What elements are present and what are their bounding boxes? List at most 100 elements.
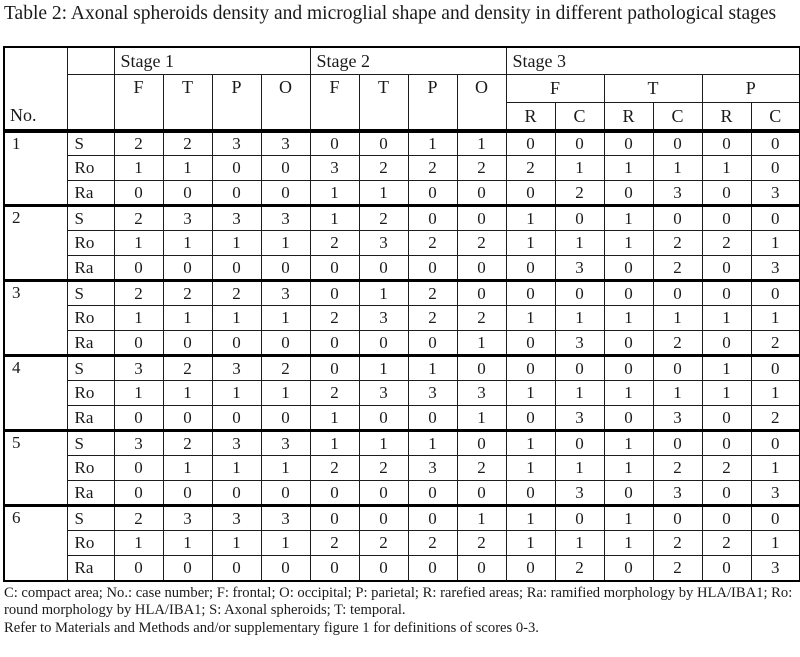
score-cell: 2 <box>358 204 409 232</box>
score-cell: 3 <box>211 128 262 157</box>
score-cell: 1 <box>162 155 213 182</box>
row-type-column-header <box>66 46 115 76</box>
score-cell: 2 <box>113 279 164 307</box>
score-cell: 1 <box>162 530 213 557</box>
region-header-p: P <box>211 74 262 132</box>
score-cell: 1 <box>456 330 507 357</box>
case-number: 1 <box>3 128 68 207</box>
score-cell: 1 <box>162 380 213 407</box>
score-cell: 1 <box>701 380 752 407</box>
table-row-case-6-ra: Ra 0 0 0 0 0 0 0 0 0 2 0 2 0 3 <box>4 555 800 582</box>
score-cell: 0 <box>603 354 654 382</box>
score-cell: 0 <box>701 480 752 507</box>
score-cell: 1 <box>407 128 458 157</box>
score-cell: 0 <box>260 405 311 432</box>
score-cell: 0 <box>260 180 311 207</box>
score-cell: 0 <box>652 204 703 232</box>
score-cell: 0 <box>358 504 409 532</box>
score-cell: 3 <box>750 255 800 282</box>
score-cell: 2 <box>309 305 360 332</box>
score-cell: 0 <box>260 255 311 282</box>
score-cell: 3 <box>407 380 458 407</box>
row-type-label: Ro <box>66 380 115 407</box>
score-cell: 3 <box>113 354 164 382</box>
score-cell: 1 <box>603 204 654 232</box>
score-cell: 0 <box>407 330 458 357</box>
case-number: 3 <box>3 279 68 357</box>
case-number: 5 <box>3 429 68 507</box>
score-cell: 1 <box>113 305 164 332</box>
score-cell: 2 <box>750 405 800 432</box>
table-row-case-2-ra: Ra 0 0 0 0 0 0 0 0 0 3 0 2 0 3 <box>4 255 800 282</box>
score-cell: 2 <box>162 429 213 457</box>
case-number: 4 <box>3 354 68 432</box>
score-cell: 3 <box>211 429 262 457</box>
score-cell: 0 <box>701 504 752 532</box>
table-row-case-1-ro: Ro 1 1 0 0 3 2 2 2 2 1 1 1 1 0 <box>4 155 800 182</box>
score-cell: 1 <box>505 504 556 532</box>
stage-3-header: Stage 3 <box>505 46 800 76</box>
score-cell: 2 <box>407 230 458 257</box>
score-cell: 0 <box>358 480 409 507</box>
score-cell: 3 <box>211 354 262 382</box>
score-cell: 0 <box>505 330 556 357</box>
score-cell: 1 <box>701 354 752 382</box>
score-cell: 0 <box>554 279 605 307</box>
score-cell: 1 <box>603 380 654 407</box>
score-cell: 1 <box>162 305 213 332</box>
score-cell: 0 <box>113 255 164 282</box>
score-cell: 0 <box>113 455 164 482</box>
score-cell: 0 <box>554 204 605 232</box>
score-cell: 1 <box>750 305 800 332</box>
score-cell: 0 <box>358 128 409 157</box>
score-cell: 2 <box>358 530 409 557</box>
score-cell: 2 <box>456 305 507 332</box>
stage-1-header: Stage 1 <box>113 46 311 76</box>
score-cell: 0 <box>554 354 605 382</box>
score-cell: 0 <box>505 180 556 207</box>
score-cell: 0 <box>113 555 164 582</box>
score-cell: 1 <box>456 128 507 157</box>
score-cell: 2 <box>309 530 360 557</box>
score-cell: 1 <box>554 155 605 182</box>
score-cell: 1 <box>750 230 800 257</box>
score-cell: 3 <box>162 204 213 232</box>
score-cell: 0 <box>162 180 213 207</box>
score-cell: 2 <box>407 155 458 182</box>
score-cell: 2 <box>309 455 360 482</box>
score-cell: 0 <box>407 204 458 232</box>
score-cell: 2 <box>652 455 703 482</box>
score-cell: 2 <box>652 530 703 557</box>
score-cell: 0 <box>113 330 164 357</box>
score-cell: 1 <box>260 380 311 407</box>
score-cell: 3 <box>554 480 605 507</box>
score-cell: 0 <box>113 180 164 207</box>
score-cell: 1 <box>505 380 556 407</box>
score-cell: 1 <box>505 429 556 457</box>
score-cell: 1 <box>554 380 605 407</box>
score-cell: 0 <box>750 155 800 182</box>
score-cell: 1 <box>603 530 654 557</box>
score-cell: 0 <box>162 405 213 432</box>
score-cell: 0 <box>750 279 800 307</box>
score-cell: 2 <box>407 530 458 557</box>
score-cell: 1 <box>603 429 654 457</box>
score-cell: 1 <box>505 204 556 232</box>
score-cell: 0 <box>260 330 311 357</box>
score-cell: 0 <box>309 279 360 307</box>
score-cell: 3 <box>652 180 703 207</box>
score-cell: 0 <box>603 330 654 357</box>
score-cell: 0 <box>211 180 262 207</box>
score-cell: 3 <box>750 180 800 207</box>
score-cell: 0 <box>750 504 800 532</box>
header-row-stages: No. Stage 1 Stage 2 Stage 3 <box>3 46 800 132</box>
score-cell: 3 <box>260 279 311 307</box>
row-type-label: Ro <box>66 230 115 257</box>
score-cell: 2 <box>652 255 703 282</box>
score-cell: 1 <box>652 305 703 332</box>
score-cell: 2 <box>113 204 164 232</box>
score-cell: 0 <box>603 279 654 307</box>
